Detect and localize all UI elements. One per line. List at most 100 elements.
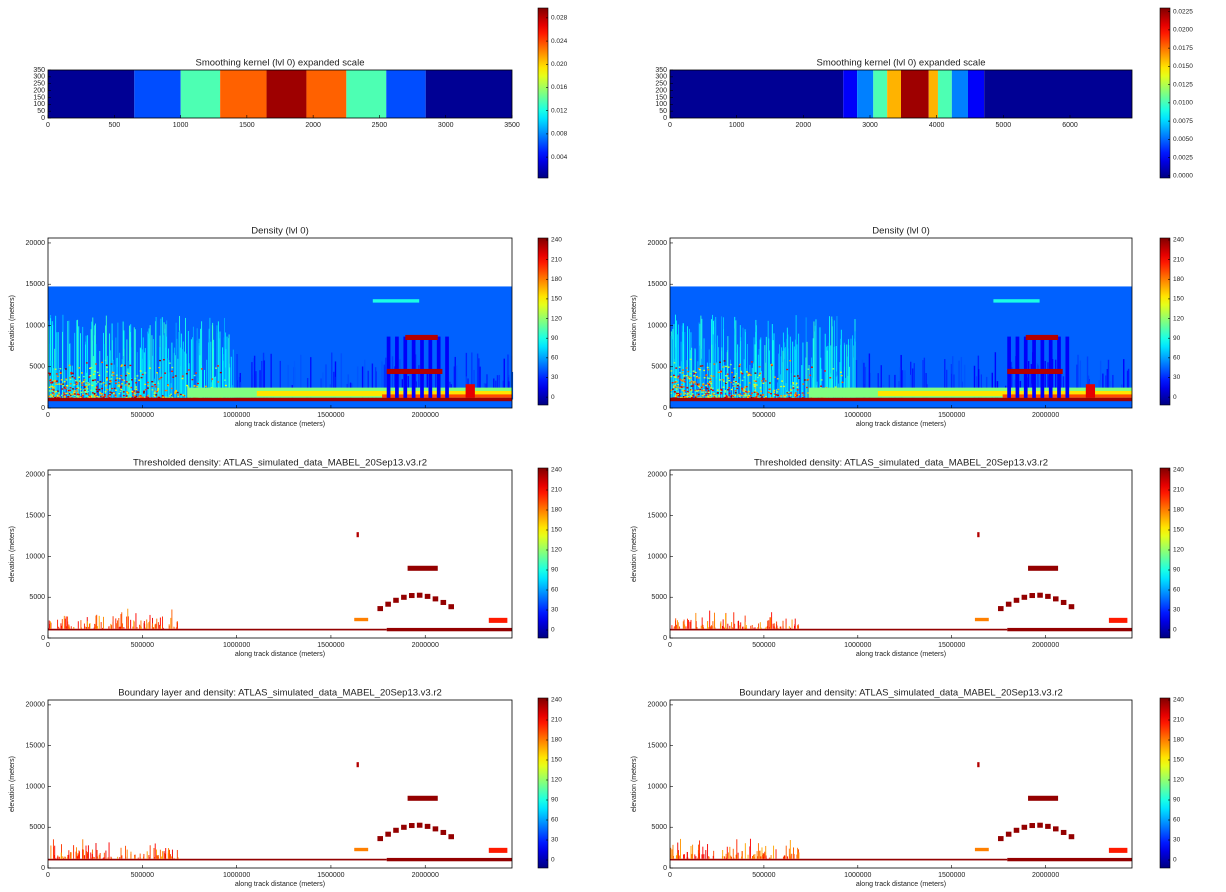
heat-cell <box>174 347 176 400</box>
heat-cell <box>104 857 106 859</box>
heat-cell <box>200 368 203 370</box>
heat-cell <box>712 314 714 400</box>
heat-cell <box>738 377 741 379</box>
heat-cell <box>754 380 757 382</box>
heat-cell <box>55 383 58 385</box>
heat-cell <box>759 339 761 400</box>
heat-cell <box>725 394 728 397</box>
heat-cell <box>183 395 186 397</box>
heat-cell <box>118 377 121 380</box>
heat-cell <box>1005 831 1012 837</box>
heat-cell <box>125 374 127 377</box>
heat-cell <box>113 364 115 400</box>
heat-cell <box>73 845 75 859</box>
heat-cell <box>735 320 737 400</box>
colorbar <box>537 237 549 406</box>
heat-cell <box>394 366 396 400</box>
heat-cell <box>778 353 779 400</box>
heat-cell <box>826 346 827 400</box>
heat-cell <box>766 626 768 629</box>
heat-cell <box>161 395 164 397</box>
heat-cell <box>140 396 143 398</box>
heat-cell <box>820 357 822 400</box>
heat-cell <box>52 368 54 400</box>
heat-cell <box>725 857 727 859</box>
heat-cell <box>706 366 709 369</box>
heat-cell <box>259 370 261 400</box>
heat-cell <box>78 376 81 378</box>
heat-cell <box>709 387 712 389</box>
heat-cell <box>147 331 149 400</box>
panel: Boundary layer and density: ATLAS_simula… <box>9 688 562 888</box>
heat-cell <box>87 384 90 386</box>
heat-cell <box>1005 601 1012 607</box>
heat-cell <box>733 857 735 859</box>
colorbar-tick-label: 0.0075 <box>1173 118 1193 125</box>
x-tick-label: 500 <box>108 122 120 129</box>
heat-cell <box>739 325 741 400</box>
heat-cell <box>745 625 747 629</box>
heat-cell <box>688 370 690 400</box>
heat-cell <box>690 380 693 383</box>
heat-cell <box>191 378 194 381</box>
heat-cell <box>144 389 147 391</box>
heat-cell <box>741 388 744 391</box>
heat-cell <box>151 381 154 383</box>
heat-cell <box>696 394 699 396</box>
heat-cell <box>692 382 695 384</box>
heat-cell <box>55 390 58 393</box>
y-tick-label: 50 <box>659 108 667 115</box>
heat-cell <box>114 379 117 381</box>
heat-cell <box>741 379 744 382</box>
heat-cell <box>673 384 676 387</box>
colorbar <box>1159 7 1171 179</box>
colorbar-tick-label: 120 <box>1173 547 1184 554</box>
heat-cell <box>727 366 730 368</box>
colorbar-tick-label: 0.028 <box>551 15 568 22</box>
plot-frame <box>47 237 513 409</box>
heat-cell <box>81 384 84 386</box>
heat-cell <box>715 363 717 400</box>
heat-cell <box>679 378 682 381</box>
heat-cell <box>683 854 684 859</box>
heat-cell <box>698 385 700 388</box>
panel: Smoothing kernel (lvl 0) expanded scale0… <box>655 7 1193 180</box>
heat-cell <box>795 382 798 384</box>
heat-cell <box>729 363 732 366</box>
heat-cell <box>1045 823 1051 829</box>
heat-cell <box>745 627 747 629</box>
heat-cell <box>391 356 394 400</box>
heat-cell <box>354 617 369 622</box>
x-tick-label: 0 <box>668 642 672 649</box>
y-tick-label: 10000 <box>648 322 668 329</box>
heat-cell <box>1029 593 1035 599</box>
heat-cell <box>114 395 117 397</box>
heat-cell <box>92 373 95 376</box>
heat-cell <box>689 358 692 361</box>
heat-cell <box>85 382 88 384</box>
heat-cell <box>683 393 686 395</box>
heat-cell <box>784 396 786 398</box>
x-axis-label: along track distance (meters) <box>235 651 325 658</box>
heat-cell <box>165 389 168 392</box>
heat-cell <box>136 627 138 629</box>
heat-cell <box>153 391 156 393</box>
heat-cell <box>171 396 174 399</box>
y-tick-label: 20000 <box>26 240 46 247</box>
colorbar-tick-label: 210 <box>551 487 562 494</box>
heat-cell <box>746 391 749 393</box>
heat-cell <box>887 70 901 118</box>
heat-cell <box>750 625 752 629</box>
heat-cell <box>143 622 145 629</box>
heat-cell <box>127 368 129 400</box>
heat-cell <box>70 852 71 859</box>
heat-cell <box>863 362 865 400</box>
heat-cell <box>64 387 67 390</box>
heat-cell <box>144 348 146 400</box>
x-tick-label: 6000 <box>1062 122 1078 129</box>
colorbar-tick-label: 0 <box>1173 627 1177 634</box>
x-tick-label: 2000000 <box>1032 642 1059 649</box>
heat-cell <box>768 620 770 629</box>
heat-cell <box>1108 617 1128 623</box>
heat-cell <box>158 366 161 369</box>
